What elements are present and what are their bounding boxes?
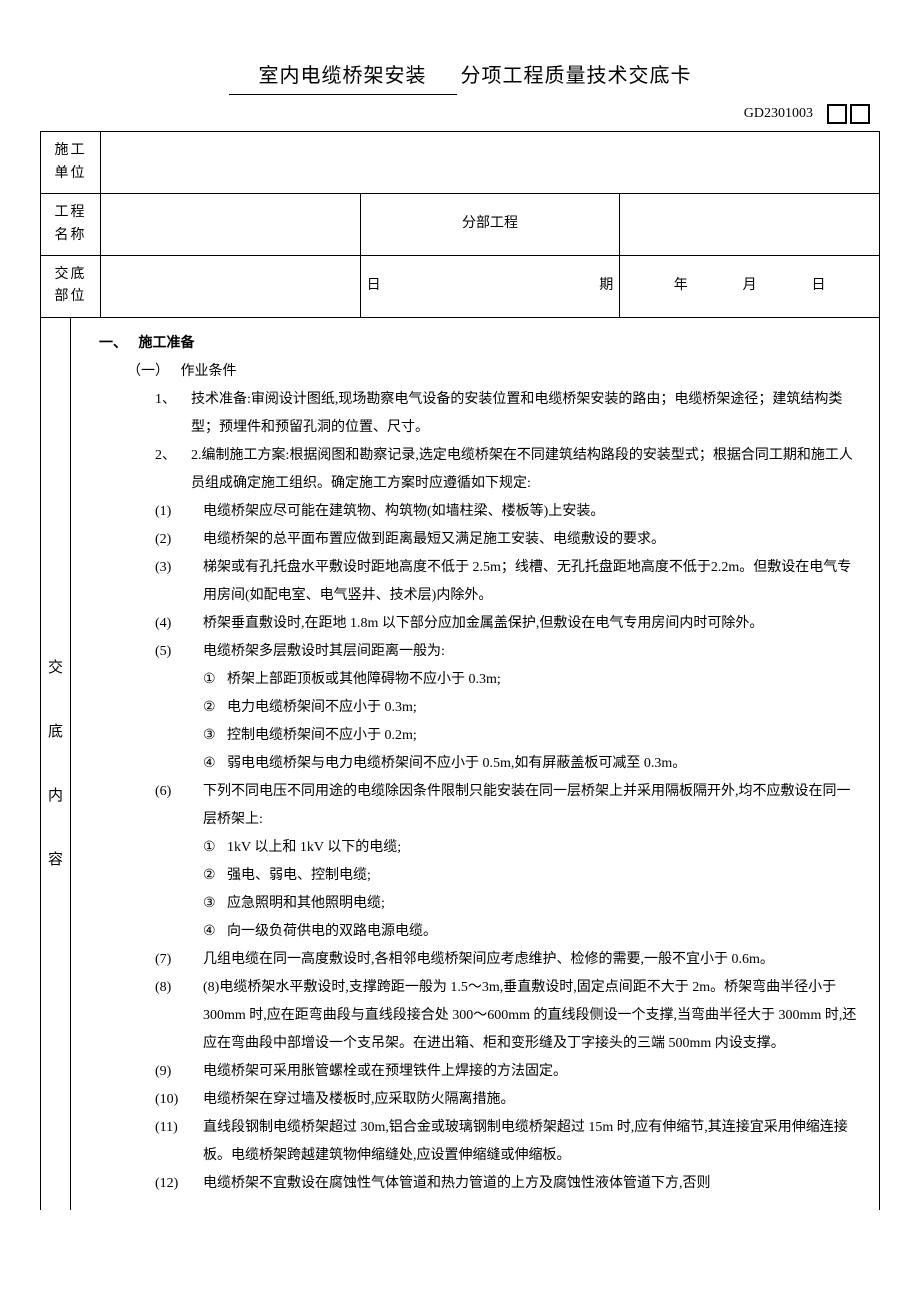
subsection-1: （一） 作业条件 <box>99 358 859 386</box>
section-1: 一、 施工准备 <box>99 330 859 358</box>
circ-6-3: ③ 应急照明和其他照明电缆; <box>99 890 859 918</box>
checkbox-2 <box>850 104 870 124</box>
circ-5-3: ③ 控制电缆桥架间不应小于 0.2m; <box>99 722 859 750</box>
value-project-name <box>101 194 361 256</box>
paren-5: (5) 电缆桥架多层敷设时其层间距离一般为: <box>99 638 859 666</box>
content-body: 一、 施工准备 （一） 作业条件 1、 技术准备:审阅设计图纸,现场勘察电气设备… <box>71 317 880 1210</box>
main-table: 施工单位 工程名称 分部工程 交底部位 日 期 年 月 日 交 底 内 容 一、 <box>40 131 880 1209</box>
row-disclosure-part: 交底部位 日 期 年 月 日 <box>41 255 880 317</box>
date-day: 日 <box>812 275 826 297</box>
title-suffix: 分项工程质量技术交底卡 <box>461 60 692 92</box>
circ-6-2: ② 强电、弱电、控制电缆; <box>99 862 859 890</box>
paren-4: (4) 桥架垂直敷设时,在距地 1.8m 以下部分应加金属盖保护,但敷设在电气专… <box>99 610 859 638</box>
row-construction-unit: 施工单位 <box>41 132 880 194</box>
item-1: 1、 技术准备:审阅设计图纸,现场勘察电气设备的安装位置和电缆桥架安装的路由；电… <box>99 386 859 442</box>
title-underlined: 室内电缆桥架安装 <box>229 60 457 95</box>
paren-8: (8) (8)电缆桥架水平敷设时,支撑跨距一般为 1.5～3m,垂直敷设时,固定… <box>99 974 859 1058</box>
circ-5-1: ① 桥架上部距顶板或其他障碍物不应小于 0.3m; <box>99 666 859 694</box>
paren-2: (2) 电缆桥架的总平面布置应做到距离最短又满足施工安装、电缆敷设的要求。 <box>99 526 859 554</box>
paren-7: (7) 几组电缆在同一高度敷设时,各相邻电缆桥架间应考虑维护、检修的需要,一般不… <box>99 946 859 974</box>
paren-11: (11) 直线段钢制电缆桥架超过 30m,铝合金或玻璃钢制电缆桥架超过 15m … <box>99 1114 859 1170</box>
label-disclosure-part: 交底部位 <box>41 255 101 317</box>
paren-12: (12) 电缆桥架不宜敷设在腐蚀性气体管道和热力管道的上方及腐蚀性液体管道下方,… <box>99 1170 859 1198</box>
circ-6-4: ④ 向一级负荷供电的双路电源电缆。 <box>99 918 859 946</box>
paren-9: (9) 电缆桥架可采用胀管螺栓或在预埋铁件上焊接的方法固定。 <box>99 1058 859 1086</box>
paren-10: (10) 电缆桥架在穿过墙及楼板时,应采取防火隔离措施。 <box>99 1086 859 1114</box>
row-content: 交 底 内 容 一、 施工准备 （一） 作业条件 1、 技术准备:审阅设计图纸,… <box>41 317 880 1210</box>
form-code: GD2301003 <box>744 103 813 125</box>
circ-5-4: ④ 弱电电缆桥架与电力电缆桥架间不应小于 0.5m,如有屏蔽盖板可减至 0.3m… <box>99 750 859 778</box>
label-date: 日 期 <box>360 255 620 317</box>
page-title-row: 室内电缆桥架安装 分项工程质量技术交底卡 <box>40 60 880 95</box>
label-project-name: 工程名称 <box>41 194 101 256</box>
paren-6: (6) 下列不同电压不同用途的电缆除因条件限制只能安装在同一层桥架上并采用隔板隔… <box>99 778 859 834</box>
checkbox-1 <box>827 104 847 124</box>
vertical-label: 交 底 内 容 <box>41 317 71 1210</box>
paren-3: (3) 梯架或有孔托盘水平敷设时距地高度不低于 2.5m；线槽、无孔托盘距地高度… <box>99 554 859 610</box>
paren-1: (1) 电缆桥架应尽可能在建筑物、构筑物(如墙柱梁、楼板等)上安装。 <box>99 498 859 526</box>
value-construction-unit <box>101 132 880 194</box>
label-sub-project: 分部工程 <box>360 194 620 256</box>
circ-5-2: ② 电力电缆桥架间不应小于 0.3m; <box>99 694 859 722</box>
item-2: 2、 2.编制施工方案:根据阅图和勘察记录,选定电缆桥架在不同建筑结构路段的安装… <box>99 442 859 498</box>
label-construction-unit: 施工单位 <box>41 132 101 194</box>
form-code-row: GD2301003 <box>40 103 880 125</box>
value-disclosure-part <box>101 255 361 317</box>
value-date: 年 月 日 <box>620 255 880 317</box>
circ-6-1: ① 1kV 以上和 1kV 以下的电缆; <box>99 834 859 862</box>
date-month: 月 <box>743 275 757 297</box>
row-project-name: 工程名称 分部工程 <box>41 194 880 256</box>
checkbox-group <box>827 104 870 124</box>
date-year: 年 <box>674 275 688 297</box>
value-sub-project <box>620 194 880 256</box>
